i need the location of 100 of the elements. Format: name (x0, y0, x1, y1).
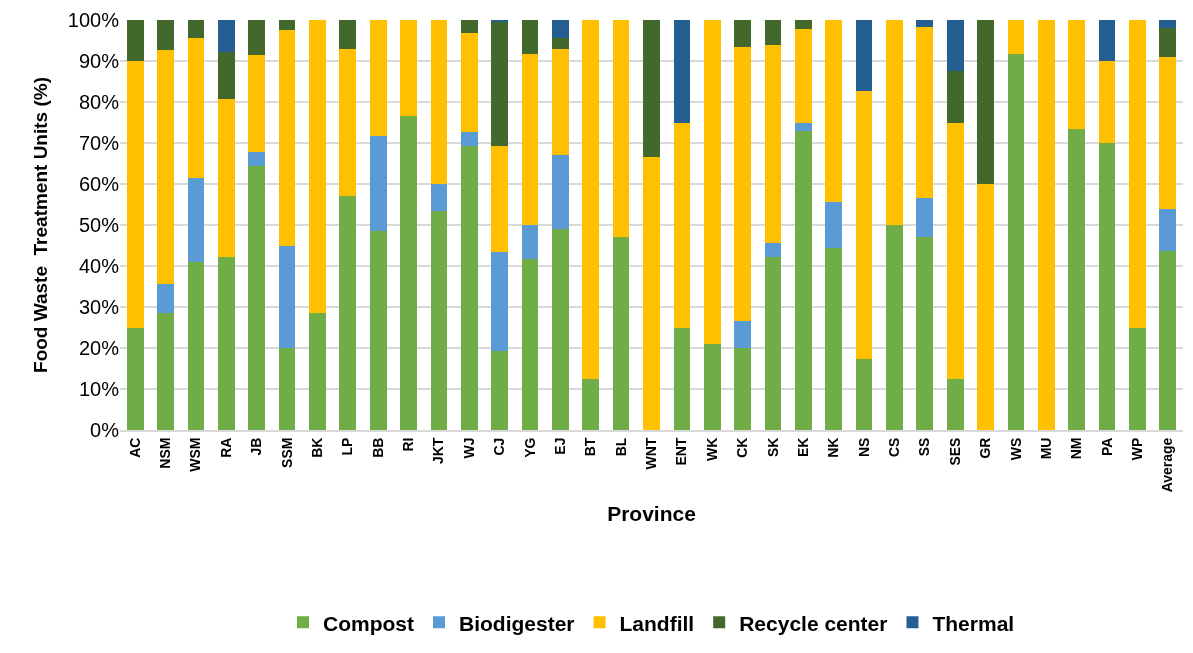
bar (764, 45, 782, 244)
x-tick-label: LP (339, 437, 356, 456)
bar (916, 20, 934, 28)
bar (734, 47, 751, 321)
bar (187, 177, 205, 262)
bar (339, 49, 357, 196)
x-tick-label: GR (977, 437, 994, 459)
bar (946, 378, 964, 430)
bar (1129, 327, 1146, 430)
bar (339, 20, 357, 50)
bar (157, 49, 174, 284)
x-tick-label: SSM (278, 437, 295, 468)
bar (491, 350, 508, 430)
bar (703, 343, 721, 430)
bar (217, 51, 235, 99)
bar (764, 20, 782, 46)
bar (764, 256, 782, 430)
y-tick-label: 100% (67, 9, 120, 31)
bar (855, 358, 873, 430)
x-axis-title: Province (607, 502, 696, 526)
bar (855, 91, 873, 359)
x-tick-label: MU (1037, 437, 1054, 460)
bar (734, 20, 751, 48)
bar (157, 283, 174, 313)
bar (734, 320, 751, 348)
x-tick-label: WNT (643, 437, 660, 470)
bar (217, 256, 235, 430)
bar (491, 145, 508, 253)
x-tick-label: NS (855, 437, 872, 458)
bar (825, 20, 843, 203)
bar (643, 156, 660, 430)
bar (1068, 20, 1086, 130)
bar (521, 225, 539, 260)
bar (187, 20, 205, 39)
bar (673, 20, 691, 123)
bar (825, 202, 843, 248)
bar (977, 20, 994, 184)
bar (126, 327, 144, 430)
bar (673, 327, 691, 430)
legend-label: Compost (323, 611, 414, 635)
bar (157, 20, 174, 50)
bar (795, 130, 812, 430)
x-tick-label: WP (1128, 437, 1145, 461)
x-tick-label: SK (764, 437, 781, 458)
bar (278, 245, 296, 348)
x-tick-label: BB (369, 437, 386, 458)
bar (430, 184, 448, 212)
bar (460, 20, 478, 34)
bar (126, 61, 144, 328)
bar (795, 29, 812, 123)
x-tick-label: BK (308, 437, 325, 458)
bar (1159, 28, 1177, 57)
x-tick-label: EJ (551, 437, 568, 455)
bar (916, 27, 934, 199)
bar (430, 20, 448, 184)
bar (400, 115, 417, 430)
x-tick-label: WSM (187, 437, 204, 472)
bar (977, 184, 994, 430)
bar (1068, 129, 1086, 430)
x-tick-label: ENT (673, 437, 690, 466)
bar (855, 20, 873, 92)
bar (946, 122, 964, 379)
legend-label: Landfill (619, 611, 695, 635)
bar (1159, 56, 1177, 209)
x-tick-label: CS (886, 437, 903, 458)
x-tick-label: YG (521, 437, 538, 458)
x-tick-label: CK (734, 437, 751, 458)
bar (946, 20, 964, 72)
y-tick-label: 0% (90, 419, 120, 441)
bar (369, 230, 387, 430)
bar (278, 20, 296, 31)
y-tick-label: 70% (78, 132, 120, 154)
bar (1159, 20, 1177, 29)
x-tick-label: WJ (460, 437, 477, 459)
bar (309, 312, 326, 430)
bar (248, 55, 266, 153)
bar (552, 155, 569, 230)
y-tick-label: 40% (78, 255, 120, 277)
bar (703, 20, 721, 344)
bar (946, 71, 964, 123)
y-tick-label: 20% (78, 337, 120, 359)
bar (1098, 143, 1116, 430)
bar (460, 33, 478, 133)
x-tick-label: WS (1007, 437, 1024, 461)
x-tick-label: NSM (157, 437, 174, 469)
x-tick-label: SS (916, 437, 933, 457)
bar (521, 20, 539, 55)
bar (369, 20, 387, 137)
y-tick-label: 90% (78, 50, 120, 72)
bar (552, 48, 569, 156)
bar (491, 252, 508, 351)
bar (278, 348, 296, 430)
x-tick-label: EK (794, 437, 811, 458)
bar (734, 348, 751, 430)
bar (795, 122, 812, 131)
bar (643, 20, 660, 157)
bar (460, 146, 478, 430)
bar (552, 38, 569, 49)
x-tick-label: NK (825, 437, 842, 458)
bar (764, 243, 782, 257)
